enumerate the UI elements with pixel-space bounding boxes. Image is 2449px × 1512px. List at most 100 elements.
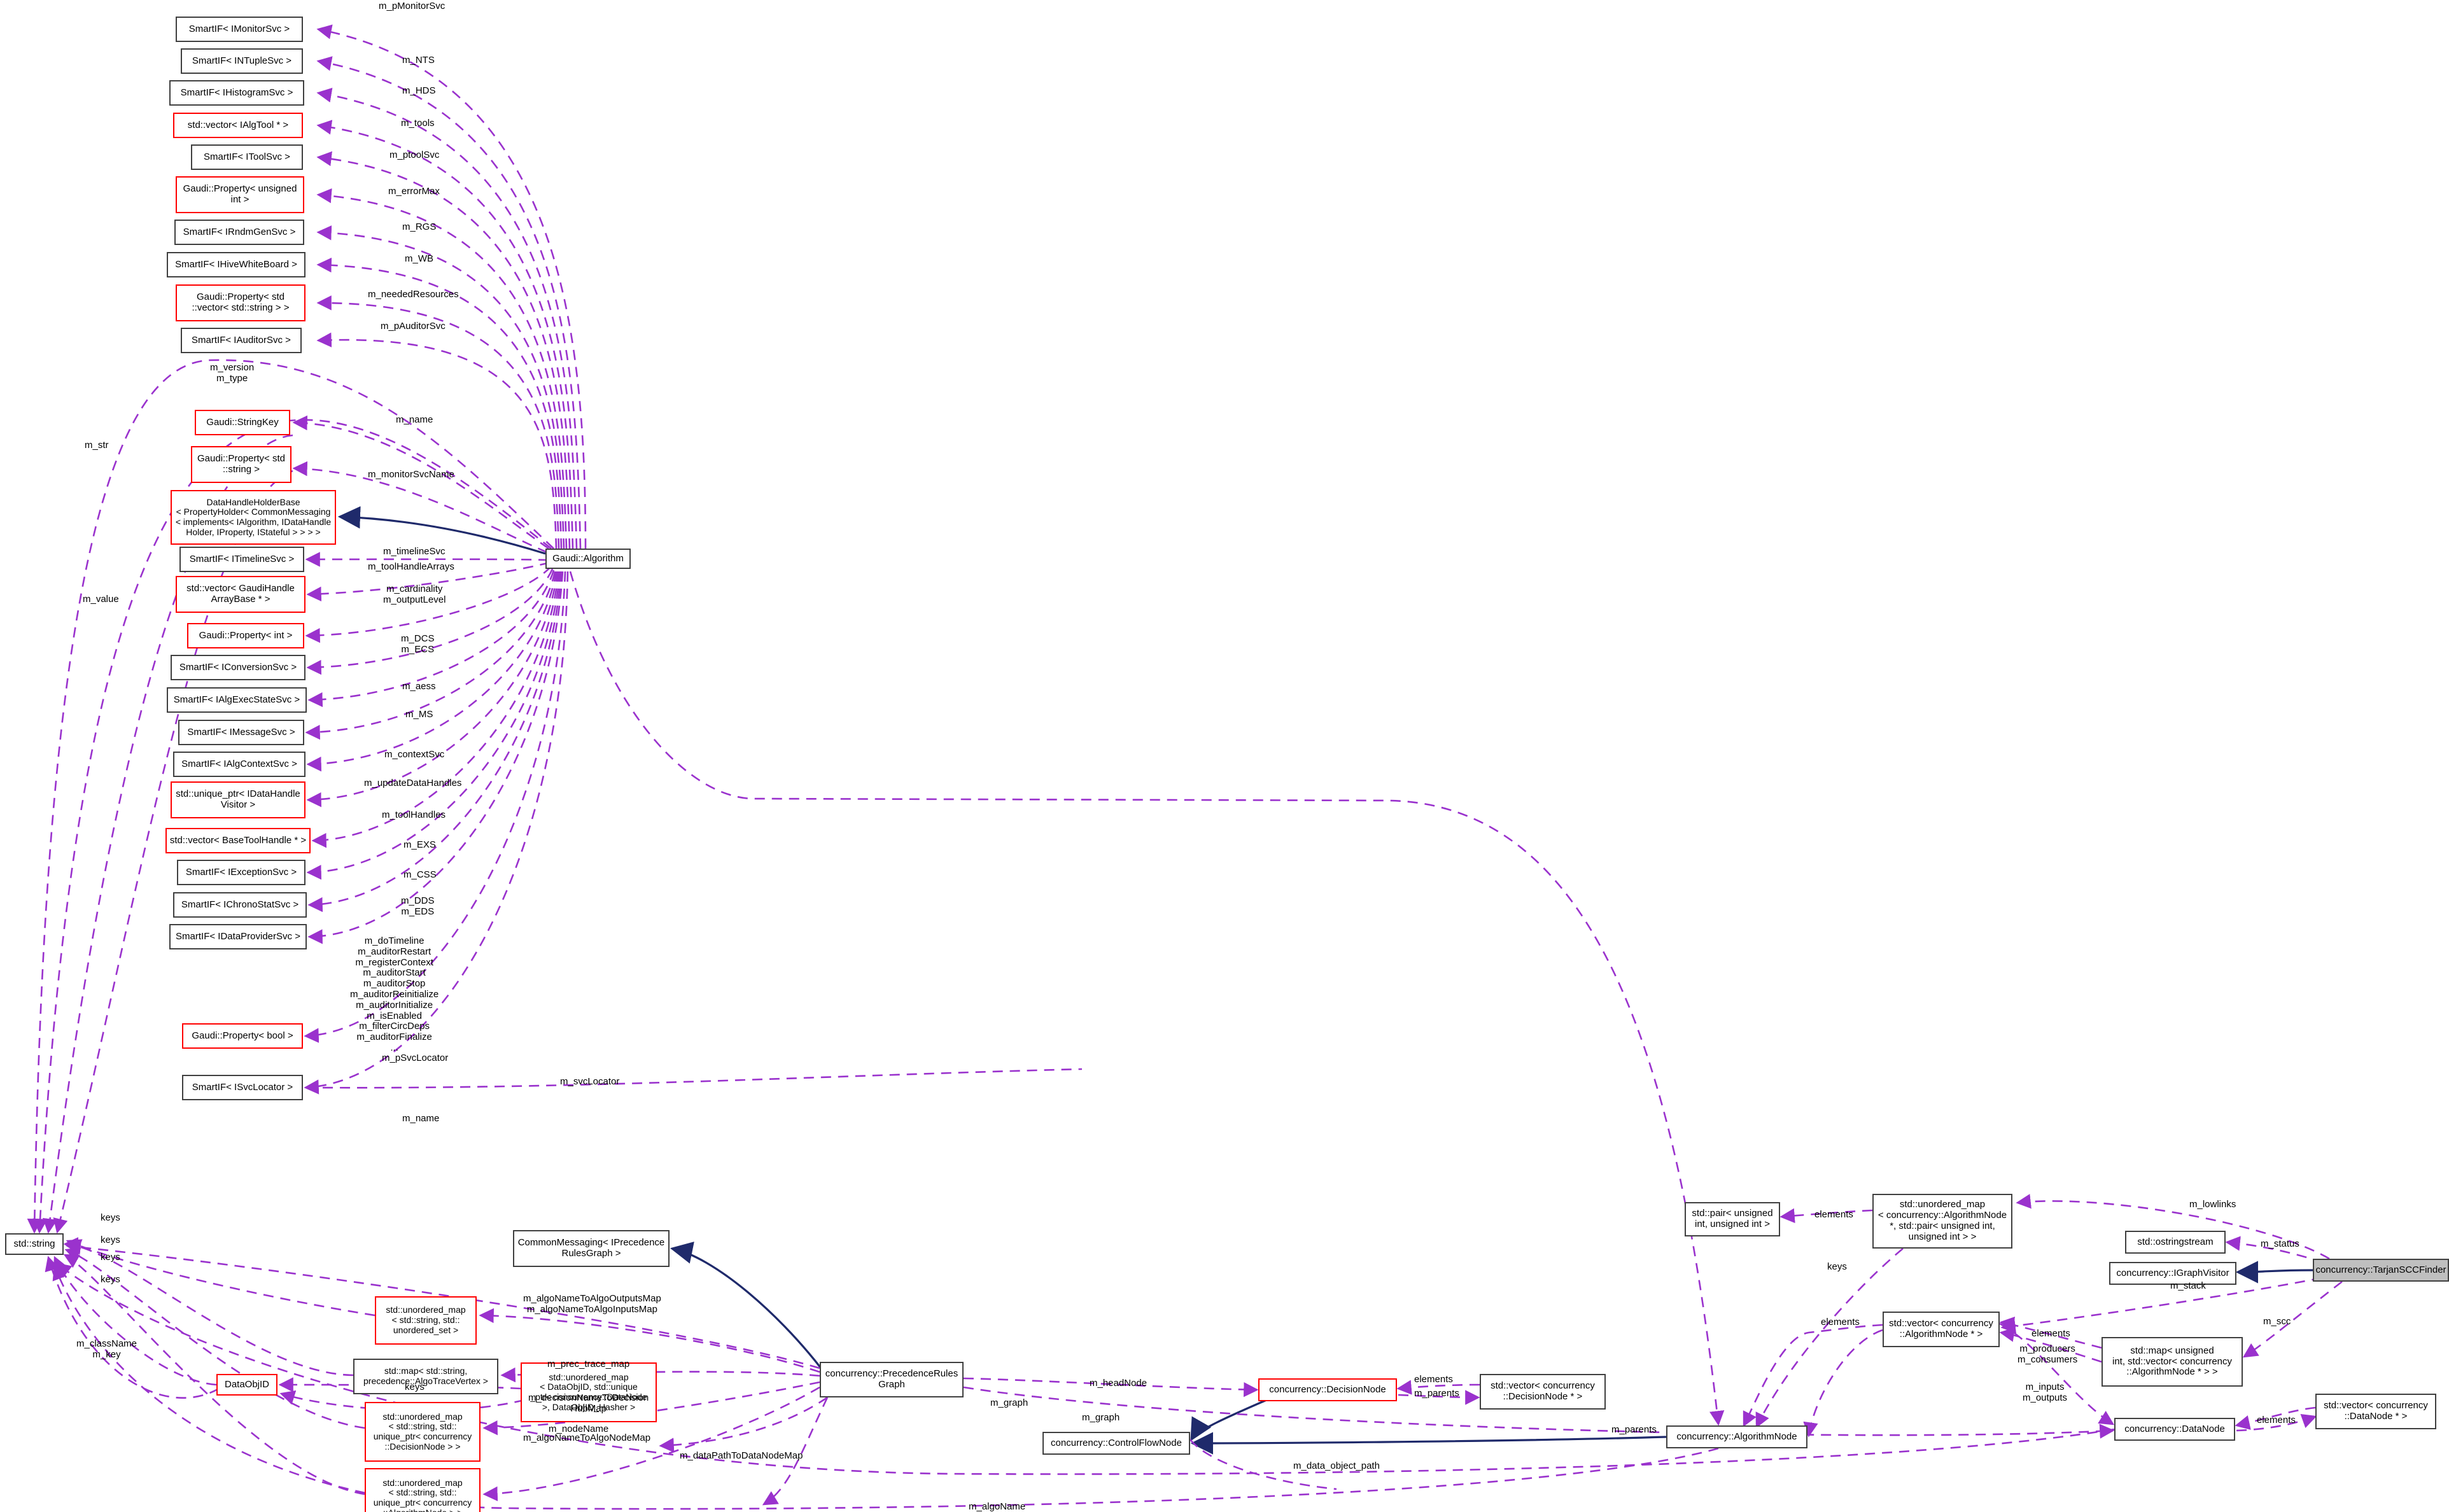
class-node-smartif_iconversionsvc[interactable]: SmartIF< IConversionSvc > [171, 655, 305, 680]
class-node-smartif_isvclocator[interactable]: SmartIF< ISvcLocator > [182, 1075, 303, 1100]
class-node-ostringstream[interactable]: std::ostringstream [2125, 1231, 2226, 1254]
class-node-igraphvisitor[interactable]: concurrency::IGraphVisitor [2109, 1262, 2236, 1285]
edge-label-m_HDS: m_HDS [402, 85, 436, 96]
class-node-smartif_intuplesvc[interactable]: SmartIF< INTupleSvc > [181, 48, 303, 74]
class-node-smartif_ialgexecstatesvc[interactable]: SmartIF< IAlgExecStateSvc > [167, 687, 307, 713]
edge-label-m_contextSvc: m_contextSvc [384, 749, 445, 760]
edge-label-m_prec_trace_map: m_prec_trace_map [547, 1359, 630, 1369]
class-node-uomap_string_uptr_algorithmnode[interactable]: std::unordered_map < std::string, std:: … [365, 1468, 481, 1512]
class-node-smartif_itimelinesvc[interactable]: SmartIF< ITimelineSvc > [179, 547, 304, 572]
edge-label-m_dataPathToDataNodeMap: m_dataPathToDataNodeMap [680, 1450, 803, 1461]
class-node-gaudi_algorithm[interactable]: Gaudi::Algorithm [545, 549, 631, 569]
edge-label-m_stack: m_stack [2170, 1280, 2206, 1291]
class-node-smartif_ihistogramsvc[interactable]: SmartIF< IHistogramSvc > [169, 80, 304, 106]
class-node-smartif_ialgcontextsvc[interactable]: SmartIF< IAlgContextSvc > [173, 752, 305, 777]
edge-label-m_RGS: m_RGS [402, 221, 437, 232]
class-node-dataobjid[interactable]: DataObjID [216, 1374, 277, 1396]
class-node-uomap_string_uptr_decisionnode[interactable]: std::unordered_map < std::string, std:: … [365, 1402, 481, 1462]
class-node-smartif_imonitorsvc[interactable]: SmartIF< IMonitorSvc > [176, 17, 303, 42]
edge-label-m_decisionNameToDecisionHubMap: m_decisionNameToDecision HubMap [528, 1392, 649, 1414]
edge-label-m_toolHandleArrays: m_toolHandleArrays [368, 561, 454, 572]
class-node-prop_int[interactable]: Gaudi::Property< int > [187, 623, 304, 648]
edge-label-m_status: m_status [2261, 1238, 2299, 1249]
edge-label-m_tools: m_tools [401, 118, 435, 129]
class-node-vector_datanode_ptr[interactable]: std::vector< concurrency ::DataNode * > [2315, 1394, 2436, 1429]
class-node-smartif_ichronostatsvc[interactable]: SmartIF< IChronoStatSvc > [173, 892, 307, 918]
edge-label-m_DCS_m_ECS: m_DCS m_ECS [401, 633, 435, 655]
edge-label-m_monitorSvcName: m_monitorSvcName [368, 469, 454, 480]
class-node-algorithmnode[interactable]: concurrency::AlgorithmNode [1666, 1425, 1807, 1448]
edge-label-m_data_object_path: m_data_object_path [1293, 1460, 1380, 1471]
class-node-precedencerulesgraph[interactable]: concurrency::PrecedenceRules Graph [820, 1362, 964, 1397]
edge-label-m_timelineSvc: m_timelineSvc [383, 546, 446, 557]
class-node-commonmessaging_iprecedencerulesgraph[interactable]: CommonMessaging< IPrecedence RulesGraph … [513, 1230, 670, 1267]
edge-label-keys_2: keys [101, 1235, 120, 1245]
class-node-map_string_algotracevertex[interactable]: std::map< std::string, precedence::AlgoT… [353, 1359, 498, 1394]
class-node-datahandleholderbase[interactable]: DataHandleHolderBase < PropertyHolder< C… [171, 490, 336, 545]
class-node-uomap_dataobjid_datanode[interactable]: std::unordered_map < DataObjID, std::uni… [521, 1362, 657, 1422]
edge-label-m_WB: m_WB [405, 253, 433, 264]
edge-label-elements_decision: elements [1414, 1374, 1453, 1385]
edge-label-m_pSvcLocator: m_pSvcLocator [382, 1053, 449, 1063]
edge-label-m_algoNameToAlgoNodeMap: m_algoNameToAlgoNodeMap [523, 1432, 651, 1443]
class-node-smartif_itoolsvc[interactable]: SmartIF< IToolSvc > [191, 144, 303, 170]
class-node-vector_ialgtool[interactable]: std::vector< IAlgTool * > [173, 113, 303, 138]
edge-label-elements_datanode: elements [2257, 1415, 2296, 1425]
class-node-tarjansccfinder[interactable]: concurrency::TarjanSCCFinder [2313, 1259, 2449, 1282]
class-node-prop_string[interactable]: Gaudi::Property< std ::string > [191, 446, 291, 483]
class-node-uniqueptr_idatahandlevisitor[interactable]: std::unique_ptr< IDataHandle Visitor > [171, 781, 305, 818]
edge-label-m_errorMax: m_errorMax [388, 186, 440, 197]
edge-label-m_ptoolSvc: m_ptoolSvc [389, 150, 440, 160]
edge-label-m_pAuditorSvc: m_pAuditorSvc [381, 321, 446, 332]
class-node-uomap_algorithmnode_pair[interactable]: std::unordered_map < concurrency::Algori… [1872, 1194, 2012, 1249]
edge-label-m_producers_consumers: m_producers m_consumers [2017, 1343, 2078, 1365]
edge-label-m_parents_decision: m_parents [1414, 1388, 1459, 1399]
edge-label-m_name_top: m_name [396, 414, 433, 425]
class-node-decisionnode[interactable]: concurrency::DecisionNode [1258, 1378, 1397, 1401]
class-node-smartif_iexceptionsvc[interactable]: SmartIF< IExceptionSvc > [177, 860, 305, 885]
edge-label-m_scc: m_scc [2263, 1316, 2291, 1327]
edge-label-keys_1: keys [101, 1212, 120, 1223]
class-node-vector_algorithmnode_ptr[interactable]: std::vector< concurrency ::AlgorithmNode… [1883, 1312, 2000, 1347]
edge-label-m_className_m_key: m_className m_key [76, 1338, 137, 1360]
edge-label-m_EXS: m_EXS [403, 839, 436, 850]
edge-label-m_neededResources: m_neededResources [368, 289, 459, 300]
class-node-smartif_iauditorsvc[interactable]: SmartIF< IAuditorSvc > [181, 328, 302, 353]
class-node-prop_vec_string[interactable]: Gaudi::Property< std ::vector< std::stri… [176, 284, 305, 321]
edge-label-m_headNode: m_headNode [1090, 1378, 1147, 1389]
edge-label-m_toolHandles: m_toolHandles [382, 809, 446, 820]
class-node-vector_decisionnode_ptr[interactable]: std::vector< concurrency ::DecisionNode … [1480, 1374, 1606, 1410]
class-node-uomap_string_uoset[interactable]: std::unordered_map < std::string, std:: … [375, 1296, 477, 1345]
class-node-smartif_imessagesvc[interactable]: SmartIF< IMessageSvc > [178, 720, 304, 745]
edge-label-keys_4: keys [101, 1274, 120, 1285]
edge-label-keys_algnode: keys [1827, 1261, 1847, 1272]
edge-label-elements_producers: elements [2031, 1328, 2070, 1339]
edge-label-m_inputs_outputs: m_inputs m_outputs [2023, 1382, 2068, 1403]
class-node-smartif_idataprovidersvc[interactable]: SmartIF< IDataProviderSvc > [169, 924, 307, 949]
edge-label-m_nodeName: m_nodeName [549, 1424, 609, 1434]
edge-label-m_graph_2: m_graph [1082, 1412, 1120, 1423]
class-node-std_string[interactable]: std::string [5, 1233, 64, 1255]
class-node-vector_gaudihandlearraybase[interactable]: std::vector< GaudiHandle ArrayBase * > [176, 576, 305, 613]
class-node-vector_basetoolhandle[interactable]: std::vector< BaseToolHandle * > [165, 828, 311, 853]
edge-label-m_version_m_type: m_version m_type [210, 362, 255, 384]
class-node-map_uint_vec_algorithmnode[interactable]: std::map< unsigned int, std::vector< con… [2102, 1337, 2243, 1387]
class-node-datanode[interactable]: concurrency::DataNode [2114, 1418, 2235, 1441]
edge-label-m_DDS_m_EDS: m_DDS m_EDS [401, 895, 435, 917]
class-node-smartif_irndmgensvc[interactable]: SmartIF< IRndmGenSvc > [174, 220, 304, 245]
edge-label-m_graph_1: m_graph [990, 1397, 1028, 1408]
class-node-prop_uint[interactable]: Gaudi::Property< unsigned int > [176, 176, 304, 213]
edge-label-m_str: m_str [85, 440, 109, 451]
edge-label-m_svcLocator: m_svcLocator [560, 1076, 620, 1087]
class-node-pair_uint_uint[interactable]: std::pair< unsigned int, unsigned int > [1685, 1202, 1780, 1236]
edge-label-alg_flags: m_doTimeline m_auditorRestart m_register… [350, 935, 439, 1053]
edge-label-m_lowlinks: m_lowlinks [2189, 1199, 2236, 1210]
class-node-smartif_ihivewhiteboard[interactable]: SmartIF< IHiveWhiteBoard > [167, 252, 305, 277]
class-node-controlflownode[interactable]: concurrency::ControlFlowNode [1042, 1432, 1190, 1455]
edge-label-m_cardinality_outputLevel: m_cardinality m_outputLevel [383, 584, 446, 605]
class-node-prop_bool[interactable]: Gaudi::Property< bool > [182, 1023, 303, 1049]
edge-label-keys_3: keys [101, 1252, 120, 1263]
class-node-gaudi_stringkey[interactable]: Gaudi::StringKey [195, 410, 290, 435]
